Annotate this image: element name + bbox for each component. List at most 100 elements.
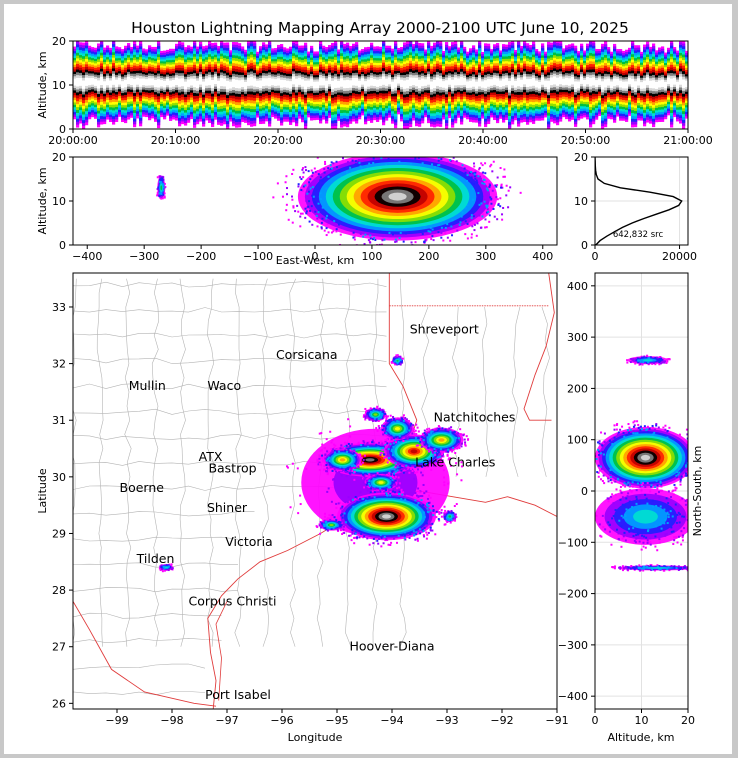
plan-view-storm-cell-speckle (354, 454, 357, 457)
east-west-main-cell-speckle (332, 230, 335, 233)
altitude-time-column (205, 78, 209, 86)
east-west-isolated-cell-speckle (160, 181, 163, 184)
plan-view-storm-cell-speckle (403, 493, 406, 496)
plan-view-storm-cell-speckle (395, 464, 398, 467)
altitude-time-column (466, 81, 470, 88)
plan-view-storm-cell-speckle (443, 505, 446, 508)
plan-view-storm-cell-speckle (424, 433, 427, 436)
plan-view-storm-cell-speckle (440, 511, 443, 514)
east-west-main-cell-speckle (281, 195, 284, 198)
plan-view-storm-cell-speckle (385, 418, 388, 421)
plan-view-storm-cell-speckle (402, 416, 405, 419)
east-west-main-cell-speckle (473, 165, 476, 168)
plan-view-storm-cell-speckle (431, 450, 434, 453)
county-line (234, 278, 242, 647)
east-west-main-cell-speckle (327, 175, 330, 178)
east-west-main-cell-speckle (321, 206, 324, 209)
plan-view-storm-cell-speckle (445, 519, 448, 522)
plan-view-haze-speckle (422, 483, 425, 486)
altitude-time-column (562, 78, 566, 86)
plan-view-storm-cell-speckle (431, 428, 434, 431)
plan-view-storm-cell-speckle (445, 516, 448, 519)
plan-view-storm-cell-speckle (359, 454, 362, 457)
plan-view-storm-cell-speckle (446, 518, 449, 521)
plan-view-storm-cell-speckle (438, 455, 441, 458)
east-west-main-cell-speckle (464, 233, 467, 236)
plan-view-storm-cell-speckle (318, 469, 321, 472)
east-west-main-cell-speckle (482, 171, 485, 174)
plan-view-storm-cell-speckle (399, 466, 402, 469)
altitude-time-column (307, 80, 311, 87)
plan-view-storm-cell-speckle (379, 446, 382, 449)
plan-view-storm-cell-speckle (369, 475, 372, 478)
plan-view-storm-cell-speckle (393, 437, 396, 440)
plan-view-storm-cell-speckle (368, 479, 371, 482)
plan-view-storm-cell-speckle (425, 537, 428, 540)
east-west-main-cell-speckle (480, 162, 483, 165)
plan-view-storm-cell-speckle (452, 515, 455, 518)
east-west-main-cell-speckle (433, 146, 435, 148)
east-west-main-cell-speckle (304, 166, 307, 169)
altitude-time-column (217, 80, 221, 89)
plan-view-storm-cell-speckle (411, 470, 414, 473)
plan-view-storm-cell-speckle (429, 526, 432, 529)
east-west-main-cell-speckle (304, 169, 307, 172)
east-west-main-cell-speckle (499, 167, 502, 170)
altitude-time-column (409, 77, 413, 87)
plan-view-storm-cell-speckle (321, 458, 324, 461)
plan-view-storm-cell-speckle (464, 443, 467, 446)
east-west-main-cell-speckle (466, 174, 469, 177)
east-west-isolated-cell-speckle (158, 180, 161, 183)
county-line (73, 691, 206, 696)
plan-view-storm-cell-speckle (365, 483, 368, 486)
plan-view-storm-cell-speckle (378, 426, 381, 429)
east-west-isolated-cell-speckle (161, 177, 164, 180)
plan-view-storm-cell-speckle (418, 491, 421, 494)
plan-view-storm-cell-speckle (401, 418, 404, 421)
altitude-time-column (391, 81, 395, 89)
plan-view-storm-cell-speckle (430, 460, 433, 463)
plan-view-storm-cell-speckle (445, 449, 448, 452)
altitude-time-column (85, 77, 89, 86)
plan-view-storm-cell-speckle (328, 514, 331, 517)
altitude-time-column (109, 80, 113, 88)
east-west-x-tick-label: 0 (312, 250, 319, 263)
plan-view-storm-cell-speckle (393, 491, 396, 494)
plan-view-storm-cell-speckle (375, 443, 378, 446)
east-west-main-cell-speckle (308, 220, 311, 223)
altitude-time-column (277, 78, 281, 86)
plan-view-storm-cell-speckle (431, 451, 434, 454)
plan-view-storm-cell-speckle (372, 419, 375, 422)
east-west-main-cell-speckle (387, 157, 390, 160)
altitude-time-column (385, 78, 389, 86)
altitude-time-column (649, 80, 653, 89)
plan-view-storm-cell-speckle (340, 524, 343, 527)
plan-view-storm-cell-speckle (451, 450, 454, 453)
east-west-isolated-cell-speckle (162, 184, 165, 187)
east-west-main-cell-speckle (337, 153, 339, 155)
plan-view-storm-cell-speckle (363, 483, 366, 486)
east-west-main-cell-speckle (449, 159, 452, 162)
east-west-isolated-cell-density-level (160, 185, 163, 191)
plan-view-storm-cell-speckle (437, 448, 440, 451)
plan-view-storm-cell-speckle (392, 415, 395, 418)
plan-view-storm-cell-speckle (384, 440, 387, 443)
plan-view-storm-cell-speckle (384, 443, 387, 446)
east-west-main-cell-speckle (461, 211, 464, 214)
east-west-isolated-cell-speckle (161, 197, 164, 200)
east-west-main-cell-speckle (501, 218, 504, 221)
plan-view-haze-speckle (344, 501, 347, 504)
histogram-series-line (595, 157, 683, 245)
plan-view-storm-cell-speckle (427, 450, 430, 453)
plan-view-storm-cell-speckle (422, 517, 425, 520)
east-west-main-cell-speckle (413, 146, 415, 148)
east-west-main-cell-speckle (417, 157, 420, 159)
plan-view-haze-speckle (417, 487, 420, 490)
county-line (73, 663, 206, 670)
plan-view-storm-cell-speckle (391, 476, 394, 479)
east-west-main-cell-speckle (458, 217, 461, 220)
east-west-density (156, 146, 522, 245)
altitude-time-column (493, 77, 497, 85)
plan-view-storm-cell-speckle (404, 416, 407, 419)
plan-view-storm-cell-speckle (373, 496, 376, 499)
